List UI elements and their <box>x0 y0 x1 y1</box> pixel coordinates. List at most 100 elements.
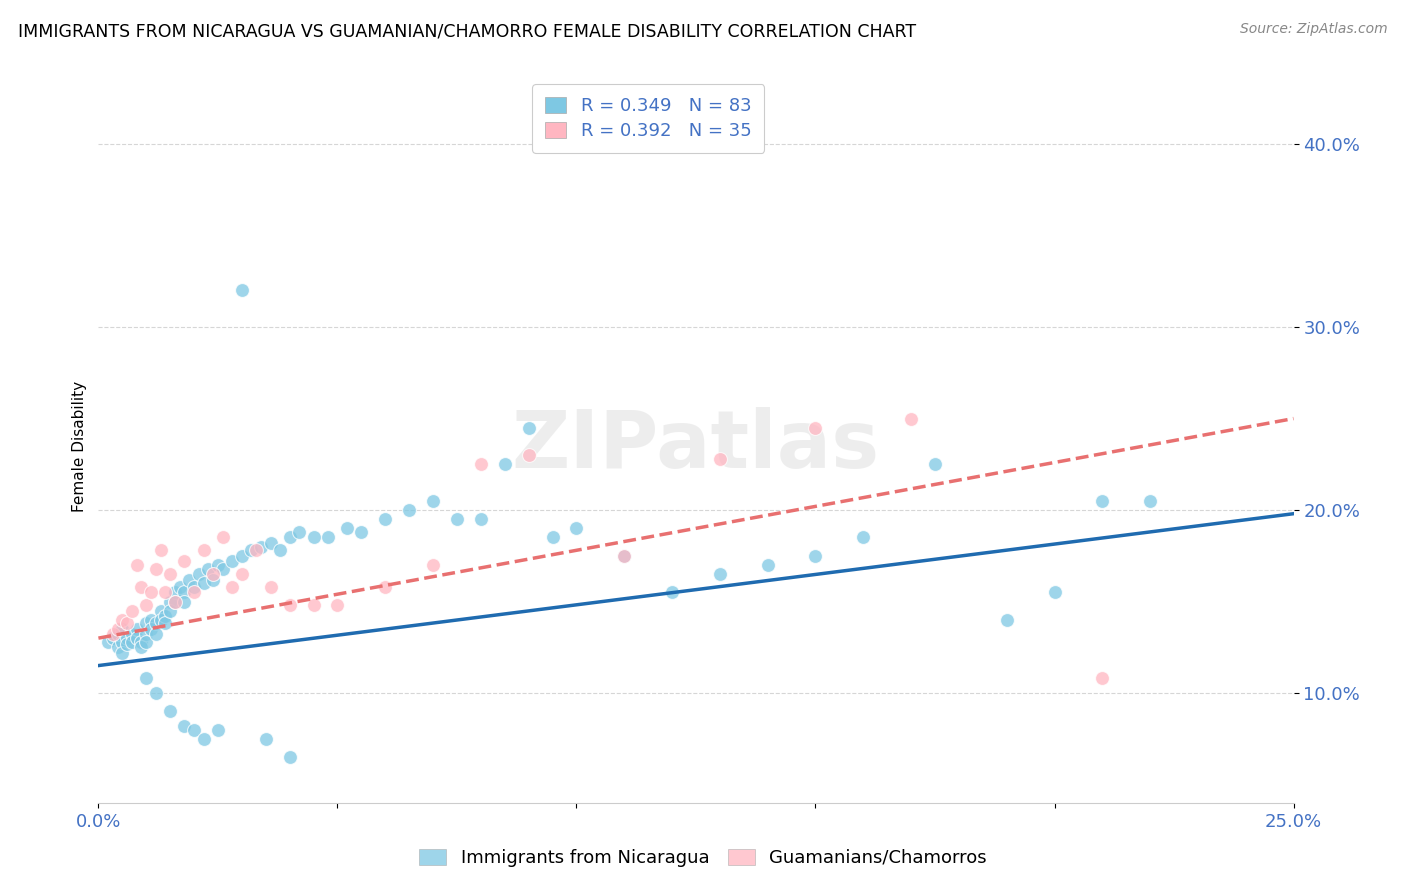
Point <box>111 634 134 648</box>
Point <box>121 627 143 641</box>
Point <box>852 531 875 545</box>
Point <box>446 512 468 526</box>
Point <box>278 598 301 612</box>
Point <box>139 585 162 599</box>
Point <box>145 686 167 700</box>
Point <box>517 420 540 434</box>
Point <box>231 284 253 298</box>
Point <box>183 580 205 594</box>
Point <box>193 576 215 591</box>
Y-axis label: Female Disability: Female Disability <box>72 380 87 512</box>
Point <box>1091 494 1114 508</box>
Point <box>139 613 162 627</box>
Point <box>155 609 177 624</box>
Point <box>131 640 153 655</box>
Point <box>245 543 267 558</box>
Point <box>135 616 157 631</box>
Point <box>159 567 181 582</box>
Point <box>163 594 186 608</box>
Point <box>278 531 301 545</box>
Point <box>149 604 172 618</box>
Point <box>398 503 420 517</box>
Point <box>101 627 124 641</box>
Point <box>125 558 148 572</box>
Point <box>145 561 167 575</box>
Point <box>159 604 181 618</box>
Point <box>995 613 1018 627</box>
Point <box>155 616 177 631</box>
Point <box>101 631 124 645</box>
Point <box>924 458 946 472</box>
Point <box>336 521 359 535</box>
Point <box>709 567 731 582</box>
Point <box>900 411 922 425</box>
Point <box>470 458 492 472</box>
Point <box>115 637 138 651</box>
Point <box>278 750 301 764</box>
Text: Source: ZipAtlas.com: Source: ZipAtlas.com <box>1240 22 1388 37</box>
Point <box>1043 585 1066 599</box>
Point <box>107 627 129 641</box>
Point <box>187 567 209 582</box>
Point <box>250 540 273 554</box>
Point <box>326 598 349 612</box>
Point <box>565 521 588 535</box>
Point <box>183 723 205 737</box>
Point <box>254 731 277 746</box>
Point <box>135 634 157 648</box>
Point <box>1091 672 1114 686</box>
Point <box>173 585 195 599</box>
Point <box>422 494 444 508</box>
Point <box>193 731 215 746</box>
Point <box>259 580 281 594</box>
Legend: Immigrants from Nicaragua, Guamanians/Chamorros: Immigrants from Nicaragua, Guamanians/Ch… <box>412 841 994 874</box>
Point <box>316 531 339 545</box>
Point <box>470 512 492 526</box>
Point <box>211 561 233 575</box>
Point <box>613 549 636 563</box>
Point <box>202 567 225 582</box>
Point <box>240 543 263 558</box>
Point <box>756 558 779 572</box>
Point <box>135 598 157 612</box>
Point <box>350 524 373 539</box>
Point <box>159 704 181 718</box>
Point <box>422 558 444 572</box>
Point <box>163 594 186 608</box>
Point <box>231 549 253 563</box>
Point <box>302 598 325 612</box>
Point <box>207 723 229 737</box>
Point <box>709 451 731 466</box>
Point <box>111 613 134 627</box>
Text: IMMIGRANTS FROM NICARAGUA VS GUAMANIAN/CHAMORRO FEMALE DISABILITY CORRELATION CH: IMMIGRANTS FROM NICARAGUA VS GUAMANIAN/C… <box>18 22 917 40</box>
Point <box>97 634 120 648</box>
Point <box>139 622 162 636</box>
Point <box>163 585 186 599</box>
Point <box>517 448 540 462</box>
Point <box>125 631 148 645</box>
Point <box>202 573 225 587</box>
Point <box>231 567 253 582</box>
Point <box>155 585 177 599</box>
Point <box>1139 494 1161 508</box>
Point <box>125 622 148 636</box>
Point <box>288 524 311 539</box>
Point <box>159 594 181 608</box>
Point <box>197 561 219 575</box>
Point <box>173 554 195 568</box>
Point <box>804 549 827 563</box>
Point <box>179 573 201 587</box>
Point <box>115 631 138 645</box>
Point <box>169 580 191 594</box>
Point <box>107 622 129 636</box>
Point <box>374 512 396 526</box>
Point <box>221 554 243 568</box>
Point <box>374 580 396 594</box>
Point <box>494 458 516 472</box>
Point <box>207 558 229 572</box>
Point <box>149 613 172 627</box>
Point <box>107 640 129 655</box>
Point <box>131 580 153 594</box>
Point <box>121 634 143 648</box>
Point <box>173 594 195 608</box>
